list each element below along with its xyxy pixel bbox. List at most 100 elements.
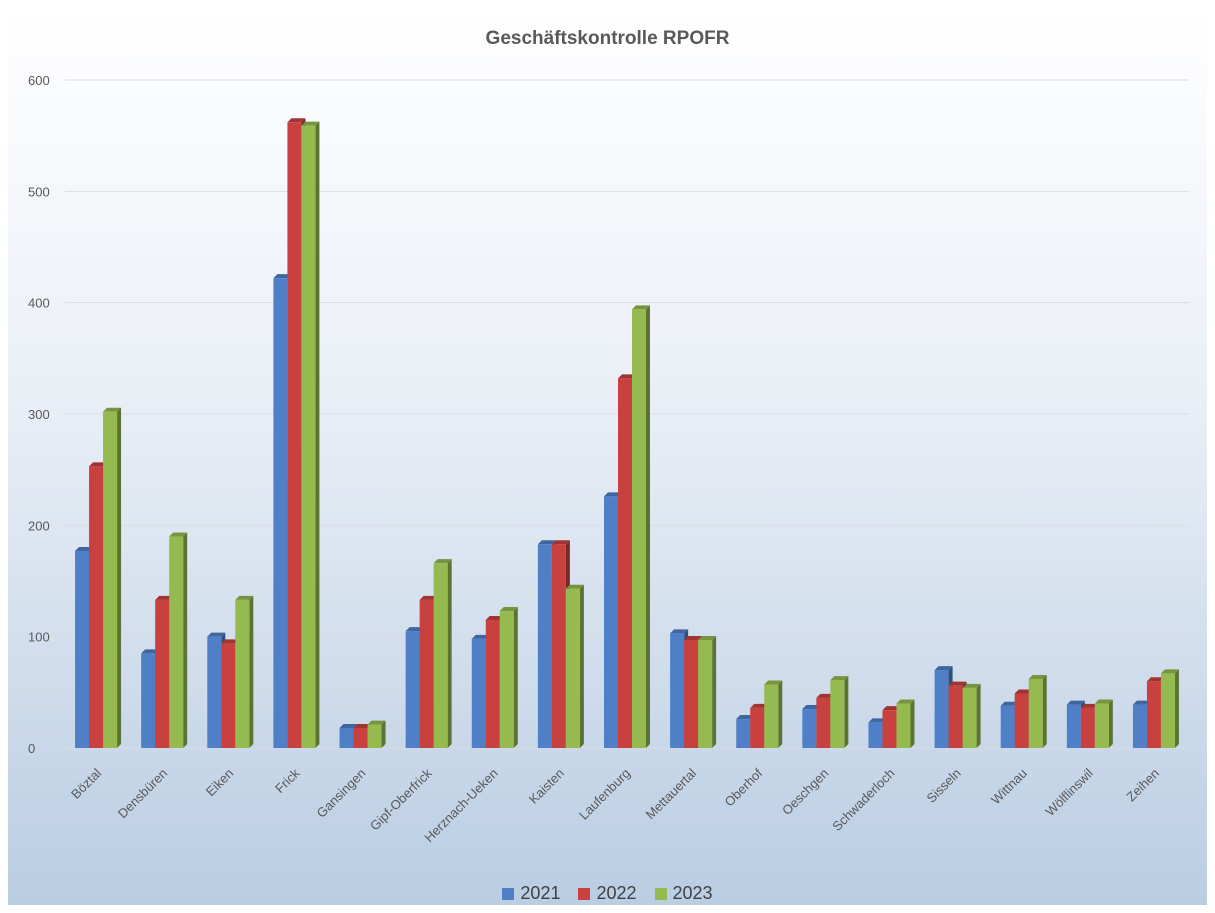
bar-side [646, 305, 650, 748]
bar-top [273, 274, 292, 279]
bar [499, 611, 514, 748]
bar [471, 638, 486, 748]
x-tick-label: Böztal [68, 765, 104, 801]
bar-top [235, 595, 254, 600]
bar-top [684, 636, 703, 641]
bar-top [141, 649, 160, 654]
x-tick-label: Frick [272, 765, 303, 796]
bar [1146, 681, 1161, 748]
bar-top [155, 595, 174, 600]
bar [485, 619, 500, 748]
bar-side [1174, 669, 1179, 748]
bar [1000, 705, 1015, 748]
bar-top [287, 118, 306, 123]
bar-top [934, 666, 953, 671]
bar [684, 640, 699, 748]
legend: 2021 2022 2023 [8, 883, 1207, 904]
bar [816, 697, 831, 748]
x-tick-label: Oberhof [722, 765, 766, 809]
legend-item: 2022 [578, 883, 637, 904]
bar-top [830, 676, 849, 681]
bar [1080, 707, 1095, 748]
bar [273, 278, 288, 748]
bar-top [750, 703, 769, 708]
bar-top [1094, 699, 1113, 704]
bar [896, 703, 911, 748]
y-tick-label: 200 [28, 518, 50, 533]
bar-side [1042, 674, 1047, 748]
x-tick-label: Gansingen [314, 766, 369, 821]
bar-top [882, 706, 901, 711]
bar [207, 636, 222, 748]
bar [419, 599, 434, 748]
x-tick-label: Densbüren [115, 766, 171, 822]
bar-top [764, 680, 783, 685]
legend-label: 2023 [672, 883, 713, 903]
bar-top [802, 705, 821, 710]
bar [169, 536, 184, 748]
chart-title: Geschäftskontrolle RPOFR [485, 28, 730, 49]
bar [1066, 704, 1081, 748]
x-tick-label: Sisseln [923, 766, 963, 806]
bar-side [117, 407, 122, 748]
bar [353, 727, 368, 748]
bar-top [604, 492, 622, 497]
bar [235, 599, 250, 748]
legend-swatch [502, 887, 515, 900]
bar-top [868, 718, 887, 723]
bar-side [976, 683, 981, 748]
y-tick-label: 600 [28, 73, 50, 88]
bar [287, 122, 302, 749]
y-tick-label: 300 [28, 407, 50, 422]
bar [618, 378, 632, 748]
bar-top [948, 681, 967, 686]
legend-item: 2023 [654, 883, 713, 904]
bar [141, 653, 156, 748]
bar [604, 496, 618, 748]
bar-top [103, 407, 122, 412]
bar [89, 466, 104, 748]
bar-top [367, 720, 386, 725]
x-tick-label: Eiken [203, 766, 237, 800]
x-tick-label: Zeihen [1123, 766, 1162, 805]
bar-top [301, 121, 320, 126]
bar-top [816, 693, 835, 698]
x-tick-label: Laufenburg [576, 766, 633, 823]
bar [882, 710, 897, 748]
bar-side [910, 699, 915, 748]
bar [301, 125, 316, 748]
bar-top [433, 559, 452, 564]
y-tick-label: 100 [28, 630, 50, 645]
bar-top [551, 540, 570, 545]
bar [367, 724, 382, 748]
legend-swatch [578, 887, 591, 900]
y-tick-label: 400 [28, 296, 50, 311]
bar-top [1028, 674, 1047, 679]
bar-top [1066, 700, 1085, 705]
bar-top [896, 699, 915, 704]
bar [565, 588, 580, 748]
bar-side [513, 607, 518, 748]
bar [698, 640, 713, 748]
bar-side [1108, 699, 1113, 748]
bar [221, 643, 236, 748]
bar-top [339, 723, 358, 728]
x-tick-label: Oeschgen [779, 766, 832, 819]
x-tick-label: Kaisten [526, 766, 567, 807]
bar-side [844, 676, 849, 748]
bar-top [632, 305, 650, 310]
bar-top [1146, 677, 1165, 682]
bar-top [670, 629, 689, 634]
bar-side [315, 121, 320, 748]
bar-top [618, 374, 636, 379]
x-tick-label: Wittnau [988, 766, 1030, 808]
bar-top [1080, 703, 1099, 708]
bar [750, 707, 765, 748]
bar-top [1132, 700, 1151, 705]
bar-top [471, 634, 490, 639]
bar-side [579, 584, 584, 748]
bar-top [221, 639, 240, 644]
bar [830, 680, 845, 748]
bar [670, 633, 685, 748]
x-tick-label: Mettauertal [643, 765, 700, 822]
